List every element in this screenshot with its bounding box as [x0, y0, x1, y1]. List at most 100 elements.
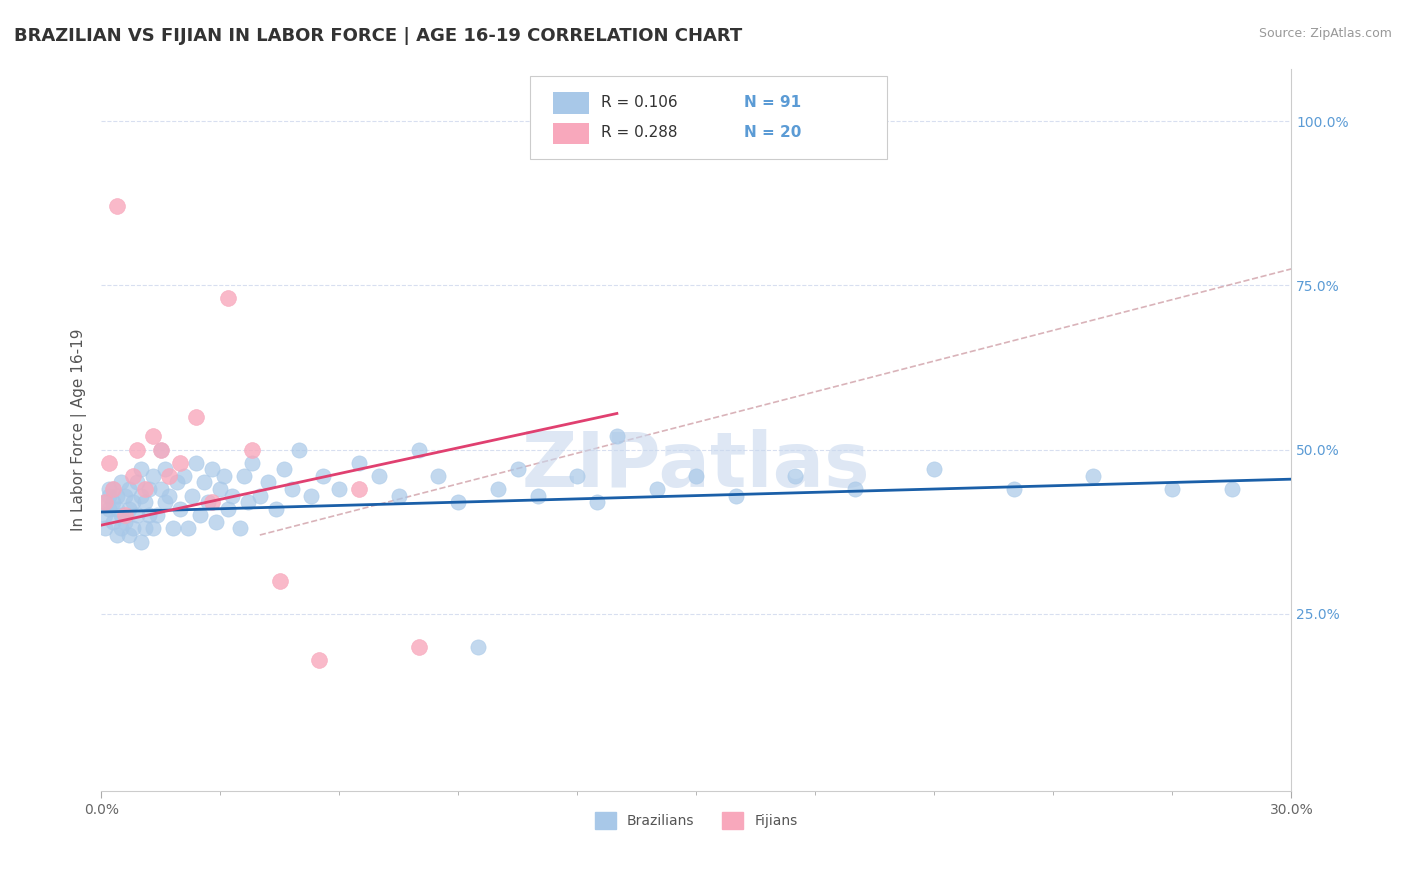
Point	[101, 482, 124, 496]
Point	[125, 442, 148, 457]
Point	[645, 482, 668, 496]
Point	[129, 534, 152, 549]
Point	[221, 489, 243, 503]
Point	[173, 469, 195, 483]
Point	[186, 409, 208, 424]
Point	[125, 508, 148, 523]
Point	[153, 495, 176, 509]
Point	[94, 495, 117, 509]
Point	[114, 508, 136, 523]
Text: ZIPatlas: ZIPatlas	[522, 429, 870, 503]
Point	[138, 508, 160, 523]
Point	[193, 475, 215, 490]
Point	[1161, 482, 1184, 496]
Point	[785, 469, 807, 483]
Point	[114, 489, 136, 503]
Point	[347, 456, 370, 470]
Point	[134, 482, 156, 496]
Point	[105, 489, 128, 503]
Point	[844, 482, 866, 496]
Point	[118, 528, 141, 542]
Point	[149, 482, 172, 496]
Point	[138, 482, 160, 496]
Point	[408, 442, 430, 457]
Text: R = 0.288: R = 0.288	[600, 126, 678, 140]
Point	[118, 501, 141, 516]
Point	[98, 456, 121, 470]
Point	[586, 495, 609, 509]
Point	[110, 508, 132, 523]
Point	[98, 489, 121, 503]
Point	[125, 475, 148, 490]
Point	[217, 501, 239, 516]
Text: BRAZILIAN VS FIJIAN IN LABOR FORCE | AGE 16-19 CORRELATION CHART: BRAZILIAN VS FIJIAN IN LABOR FORCE | AGE…	[14, 27, 742, 45]
Point	[98, 482, 121, 496]
Point	[288, 442, 311, 457]
Point	[269, 574, 291, 588]
Point	[129, 462, 152, 476]
Point	[105, 200, 128, 214]
Point	[308, 653, 330, 667]
Point	[153, 462, 176, 476]
Point	[229, 521, 252, 535]
Point	[1081, 469, 1104, 483]
Point	[236, 495, 259, 509]
Point	[567, 469, 589, 483]
Point	[142, 469, 165, 483]
Point	[249, 489, 271, 503]
Point	[149, 442, 172, 457]
Text: N = 20: N = 20	[744, 126, 801, 140]
Text: Source: ZipAtlas.com: Source: ZipAtlas.com	[1258, 27, 1392, 40]
FancyBboxPatch shape	[554, 123, 589, 145]
Point	[256, 475, 278, 490]
Point	[118, 482, 141, 496]
Point	[264, 501, 287, 516]
Point	[177, 521, 200, 535]
Point	[312, 469, 335, 483]
Point	[217, 292, 239, 306]
Point	[110, 521, 132, 535]
Point	[486, 482, 509, 496]
Point	[186, 456, 208, 470]
Point	[233, 469, 256, 483]
Point	[134, 521, 156, 535]
Point	[122, 495, 145, 509]
Point	[181, 489, 204, 503]
Point	[201, 495, 224, 509]
Point	[427, 469, 450, 483]
Point	[94, 521, 117, 535]
Point	[157, 469, 180, 483]
Point	[347, 482, 370, 496]
Point	[240, 456, 263, 470]
FancyBboxPatch shape	[554, 93, 589, 114]
Legend: Brazilians, Fijians: Brazilians, Fijians	[589, 807, 803, 835]
Text: N = 91: N = 91	[744, 95, 801, 110]
Point	[169, 456, 191, 470]
Point	[142, 521, 165, 535]
Point	[134, 495, 156, 509]
Point	[606, 429, 628, 443]
Point	[201, 462, 224, 476]
Point	[299, 489, 322, 503]
Point	[205, 515, 228, 529]
Point	[367, 469, 389, 483]
Point	[105, 501, 128, 516]
Point	[142, 429, 165, 443]
Point	[273, 462, 295, 476]
Point	[110, 475, 132, 490]
Point	[101, 482, 124, 496]
Y-axis label: In Labor Force | Age 16-19: In Labor Force | Age 16-19	[72, 328, 87, 531]
Point	[388, 489, 411, 503]
Point	[94, 495, 117, 509]
Point	[212, 469, 235, 483]
Point	[724, 489, 747, 503]
FancyBboxPatch shape	[530, 76, 887, 159]
Point	[197, 495, 219, 509]
Point	[129, 489, 152, 503]
Point	[101, 515, 124, 529]
Point	[157, 489, 180, 503]
Text: R = 0.106: R = 0.106	[600, 95, 678, 110]
Point	[209, 482, 232, 496]
Point	[122, 521, 145, 535]
Point	[94, 508, 117, 523]
